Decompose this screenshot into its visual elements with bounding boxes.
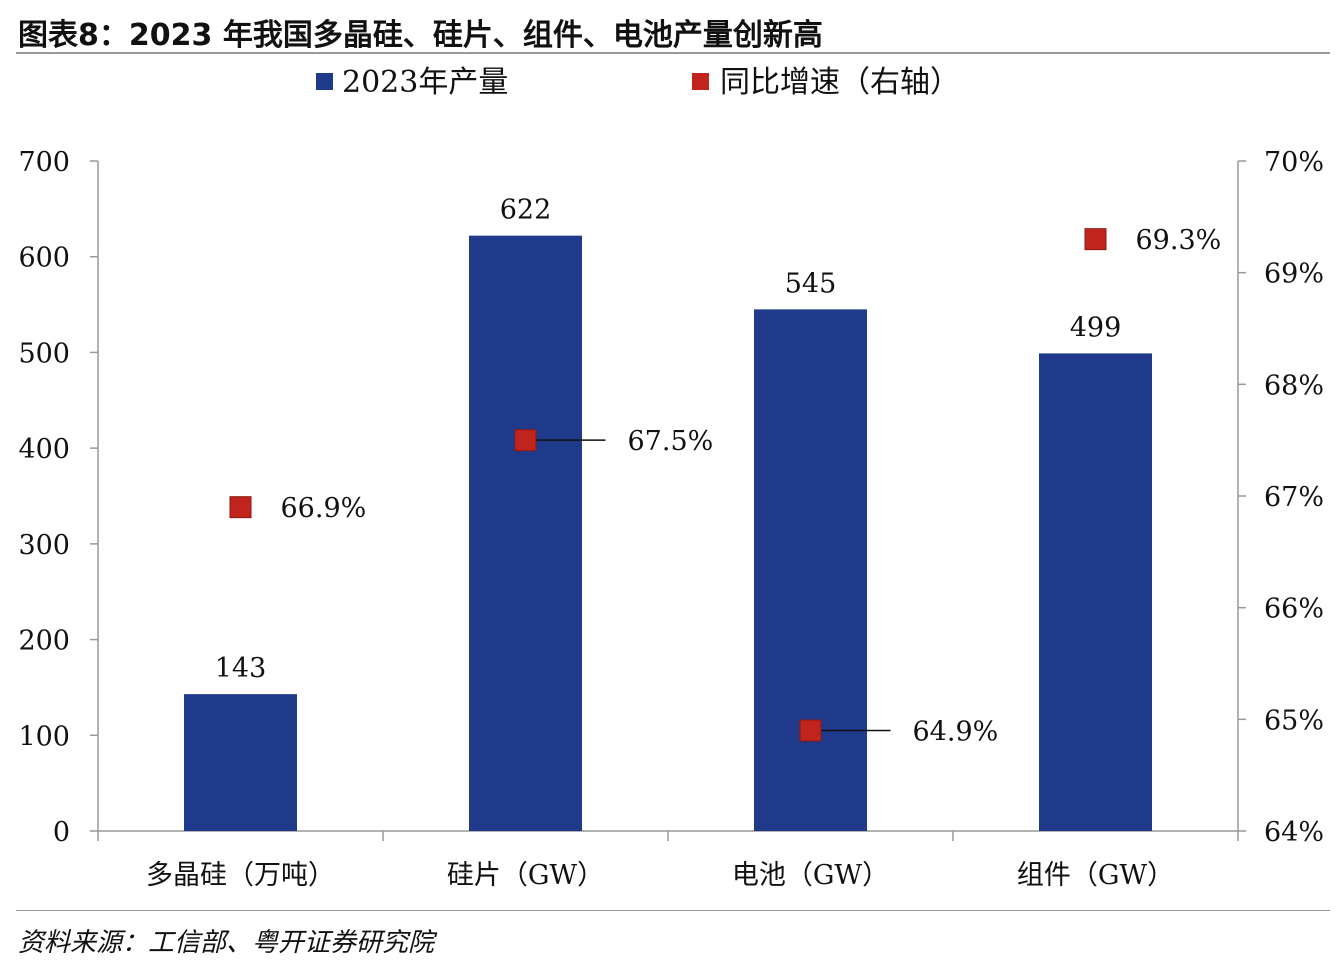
title-divider [16,52,1330,54]
marker-series: 66.9% 67.5% 64.9% 69.3% [229,225,1222,748]
left-tick-label: 300 [18,530,70,561]
left-tick-label: 200 [18,626,70,657]
chart-canvas: 2023年产量 同比增速（右轴） 0 100 200 300 400 500 600 700 6… [18,65,1324,891]
left-tick-label: 0 [53,817,70,848]
right-tick-label: 66% [1264,594,1324,625]
source-note: 资料来源：工信部、粤开证券研究院 [18,928,435,958]
bar [754,309,867,831]
growth-value-label: 67.5% [628,426,714,457]
growth-value-label: 69.3% [1136,225,1222,256]
left-tick-label: 600 [18,243,70,274]
legend-swatch-bar [316,73,333,90]
x-tick-label: 电池（GW） [732,860,889,891]
legend-label-bar: 2023年产量 [342,65,508,100]
chart-title: 图表8：2023 年我国多晶硅、硅片、组件、电池产量创新高 [18,18,823,53]
growth-marker [1084,228,1107,251]
right-tick-label: 65% [1264,705,1324,736]
x-tick-label: 硅片（GW） [447,860,604,891]
bar [469,235,582,831]
right-tick-label: 67% [1264,482,1324,513]
growth-marker [229,496,252,519]
legend: 2023年产量 同比增速（右轴） [316,65,960,100]
right-tick-label: 70% [1264,147,1324,178]
legend-label-marker: 同比增速（右轴） [720,65,960,100]
right-tick-label: 69% [1264,259,1324,290]
left-tick-label: 100 [18,721,70,752]
x-tick-label: 组件（GW） [1017,860,1174,891]
bar-value-label: 499 [1070,312,1122,343]
bar-value-label: 622 [500,195,552,226]
bar-value-label: 143 [215,653,267,684]
axes: 0 100 200 300 400 500 600 700 64% 65% 66% 67% 68% 69%… [18,147,1324,891]
legend-swatch-marker [692,73,709,90]
bar [184,694,297,831]
x-tick-label: 多晶硅（万吨） [146,860,335,891]
right-tick-label: 64% [1264,817,1324,848]
growth-value-label: 66.9% [281,493,367,524]
source-divider [16,910,1330,911]
growth-marker [799,719,822,742]
left-tick-label: 400 [18,434,70,465]
bar-value-label: 545 [785,268,837,299]
growth-marker [514,429,537,452]
growth-value-label: 64.9% [913,717,999,748]
right-tick-label: 68% [1264,370,1324,401]
left-tick-label: 500 [18,338,70,369]
bar-series: 143 622 545 499 [184,195,1152,831]
left-tick-label: 700 [18,147,70,178]
bar [1039,353,1152,831]
